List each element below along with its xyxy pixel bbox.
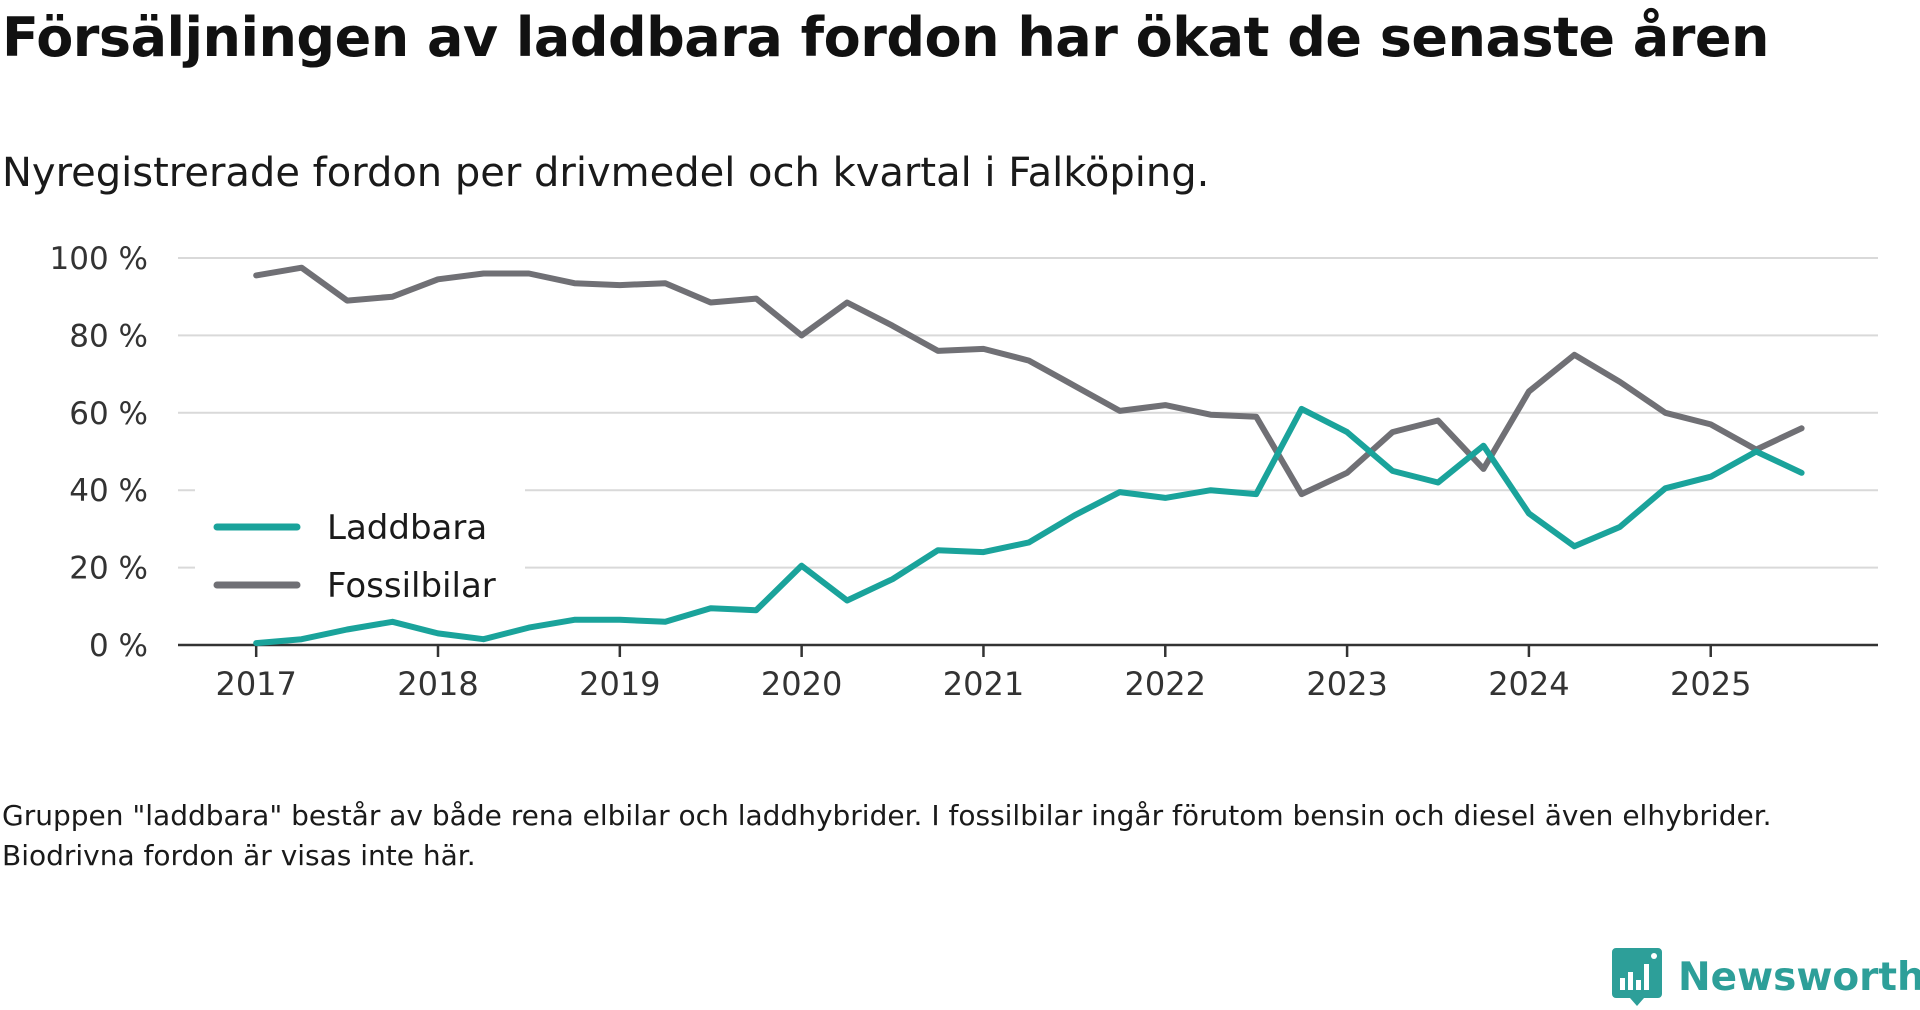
x-tick-label: 2023 [1306,665,1387,703]
chart-title: Försäljningen av laddbara fordon har öka… [2,6,1769,69]
footnote: Gruppen "laddbara" består av både rena e… [2,799,1772,872]
x-tick-label: 2024 [1488,665,1569,703]
x-tick-label: 2020 [761,665,842,703]
legend-background [195,487,525,611]
x-tick-label: 2022 [1125,665,1206,703]
brand-name: Newsworthy [1678,954,1920,1000]
legend-label-fossilbilar: Fossilbilar [327,566,496,606]
x-tick-label: 2021 [943,665,1024,703]
x-tick-label: 2018 [397,665,478,703]
x-tick-label: 2025 [1670,665,1751,703]
series-line-laddbara [253,405,1805,647]
y-tick-label: 40 % [69,473,148,509]
y-tick-label: 0 % [89,628,148,664]
x-tick-label: 2019 [579,665,660,703]
series-line-fossilbilar [253,264,1805,498]
chart-subtitle: Nyregistrerade fordon per drivmedel och … [2,150,1210,196]
y-tick-label: 20 % [69,551,148,587]
y-tick-label: 80 % [69,318,148,354]
brand-logo: Newsworthy [1612,948,1920,1006]
newsworthy-logo-icon [1612,948,1662,1006]
legend-label-laddbara: Laddbara [327,508,487,548]
y-tick-label: 60 % [69,396,148,432]
x-tick-label: 2017 [215,665,296,703]
y-tick-label: 100 % [50,241,148,277]
